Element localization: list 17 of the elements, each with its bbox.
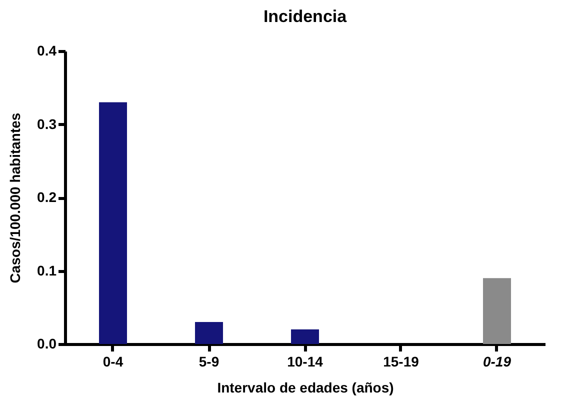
y-tick-label: 0.1 [37, 262, 57, 278]
x-tick-label: 15-19 [383, 354, 420, 370]
x-tick-label: 0-4 [102, 354, 124, 370]
y-tick-label: 0.4 [37, 42, 57, 58]
chart-title: Incidencia [263, 7, 348, 26]
y-tick-label: 0.2 [37, 189, 57, 205]
bar [195, 322, 223, 344]
bar [99, 102, 127, 344]
bar [483, 278, 511, 344]
x-tick-label: 10-14 [287, 354, 324, 370]
y-axis-title: Casos/100.000 habitantes [7, 112, 24, 284]
y-tick-label: 0.3 [37, 116, 57, 132]
x-tick-label: 5-9 [198, 354, 220, 370]
x-tick-label: 0-19 [482, 354, 512, 370]
y-tick-label: 0.0 [37, 336, 57, 352]
x-axis-title: Intervalo de edades (años) [217, 380, 394, 396]
bar [291, 329, 319, 344]
